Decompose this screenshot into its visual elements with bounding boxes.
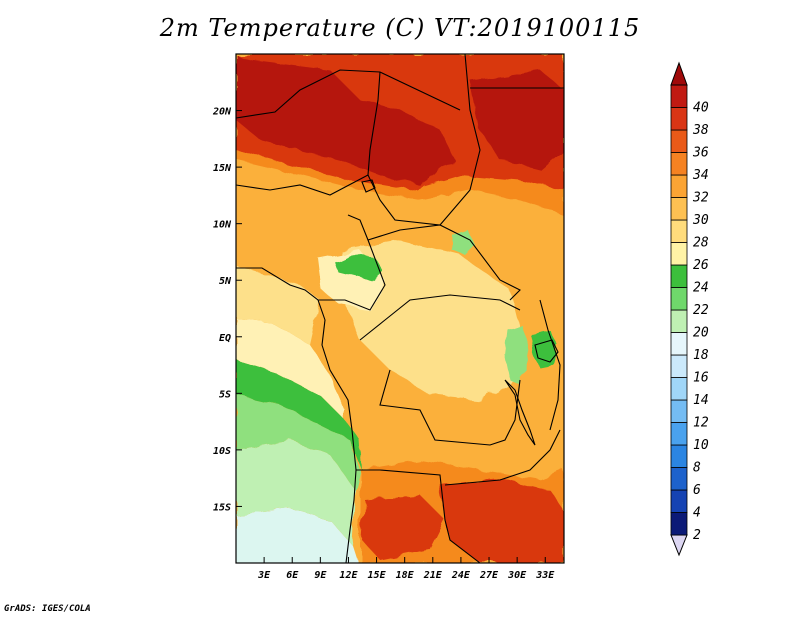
y-tick-label: 5N (219, 276, 232, 287)
lake-tanganyika (504, 379, 536, 446)
sahel-border (236, 54, 481, 226)
zambia-hot-zone (440, 478, 564, 563)
colorbar-segment (670, 399, 688, 423)
x-axis: 3E 6E 9E 12E 15E 18E 21E 24E 27E 30E 33E (257, 557, 555, 581)
colorbar-label: 32 (692, 191, 709, 206)
y-tick-label: 10N (213, 220, 232, 231)
colorbar-label: 22 (693, 303, 709, 318)
colorbar-segment (670, 512, 688, 536)
lake-victoria (534, 339, 559, 363)
ethiopia-green (452, 230, 475, 255)
plot-frame (235, 53, 565, 564)
x-tick-label: 33E (535, 570, 555, 581)
ocean-light-green-zone (236, 395, 360, 490)
colorbar-segment (670, 219, 688, 243)
colorbar-label: 24 (693, 281, 709, 296)
colorbar-segment (670, 467, 688, 491)
map-title: 2m Temperature (C) VT:2019100115 (159, 14, 641, 42)
y-tick-label: 10S (213, 446, 231, 457)
colorbar-segment (670, 84, 688, 108)
x-tick-label: 15E (368, 570, 387, 581)
y-tick-label: 15N (213, 163, 232, 174)
colorbar-segment (670, 174, 688, 198)
x-tick-label: 24E (451, 570, 471, 581)
ocean-green-zone (236, 360, 362, 470)
rift-green (505, 325, 528, 385)
sahara-border-1 (236, 69, 461, 119)
namibia-hot-zone (362, 495, 445, 560)
colorbar-segment (670, 332, 688, 356)
colorbar-label: 10 (693, 438, 709, 453)
colorbar-segment (670, 354, 688, 378)
x-tick-label: 12E (339, 570, 358, 581)
x-tick-label: 9E (314, 570, 327, 581)
colorbar-segment (670, 152, 688, 176)
colorbar-label: 40 (693, 101, 709, 116)
colorbar-segment (670, 197, 688, 221)
x-tick-label: 30E (507, 570, 527, 581)
colorbar-segment (670, 242, 688, 266)
colorbar-label: 8 (693, 461, 701, 476)
temperature-field (236, 54, 564, 563)
colorbar-label: 12 (693, 416, 709, 431)
colorbar-label: 18 (693, 348, 709, 363)
colorbar-label: 28 (693, 236, 709, 251)
lake-chad (361, 179, 376, 193)
sahara-hot-core (236, 54, 455, 185)
sahara-border-2 (367, 71, 381, 176)
colorbar-segment (670, 264, 688, 288)
cameroon-border (318, 214, 386, 311)
gulf-yellow-zone (236, 265, 320, 345)
colorbar-segment (670, 422, 688, 446)
country-borders (236, 54, 564, 563)
colorbar-label: 6 (693, 483, 701, 498)
colorbar-segment (670, 489, 688, 513)
colorbar-segment (670, 287, 688, 311)
colorbar-label: 36 (692, 146, 709, 161)
colorbar-label: 26 (693, 258, 709, 273)
colorbar-segment (670, 129, 688, 153)
gulf-cream-zone (236, 318, 345, 420)
ocean-pale-green-zone (236, 440, 355, 545)
colorbar-under-triangle (670, 534, 688, 557)
x-tick-label: 3E (257, 570, 271, 581)
colorbar-label: 16 (693, 371, 709, 386)
zambia-border (444, 429, 561, 486)
y-tick-label: EQ (219, 333, 231, 344)
colorbar-label: 2 (693, 528, 701, 543)
x-tick-label: 21E (423, 570, 443, 581)
colorbar-label: 14 (693, 393, 709, 408)
y-tick-label: 5S (219, 389, 231, 400)
colorbar-label: 4 (693, 506, 701, 521)
drc-border (379, 369, 521, 446)
grads-credit: GrADS: IGES/COLA (4, 604, 91, 614)
colorbar-over-triangle (670, 61, 688, 86)
east-border (539, 299, 561, 431)
colorbar-segment (670, 107, 688, 131)
colorbar-segment (670, 377, 688, 401)
cameroon-highland-green (335, 255, 382, 280)
angola-border (356, 469, 481, 563)
congo-border (359, 294, 521, 341)
sudan-hot-core (470, 70, 564, 170)
x-tick-label: 18E (396, 570, 415, 581)
car-border (367, 224, 521, 301)
x-tick-label: 27E (479, 570, 499, 581)
x-tick-label: 6E (286, 570, 299, 581)
y-tick-label: 15S (213, 502, 231, 513)
colorbar-label: 30 (692, 213, 709, 228)
colorbar-label: 20 (693, 326, 709, 341)
colorbar-segment (670, 309, 688, 333)
colorbar-label: 34 (692, 168, 709, 183)
colorbar-segment (670, 444, 688, 468)
y-axis: 20N 15N 10N 5N EQ 5S 10S 15S (212, 107, 242, 513)
ocean-pale-zone (236, 508, 358, 563)
y-tick-label: 20N (212, 107, 232, 118)
colorbar-label: 38 (692, 123, 709, 138)
coastline (236, 267, 357, 563)
